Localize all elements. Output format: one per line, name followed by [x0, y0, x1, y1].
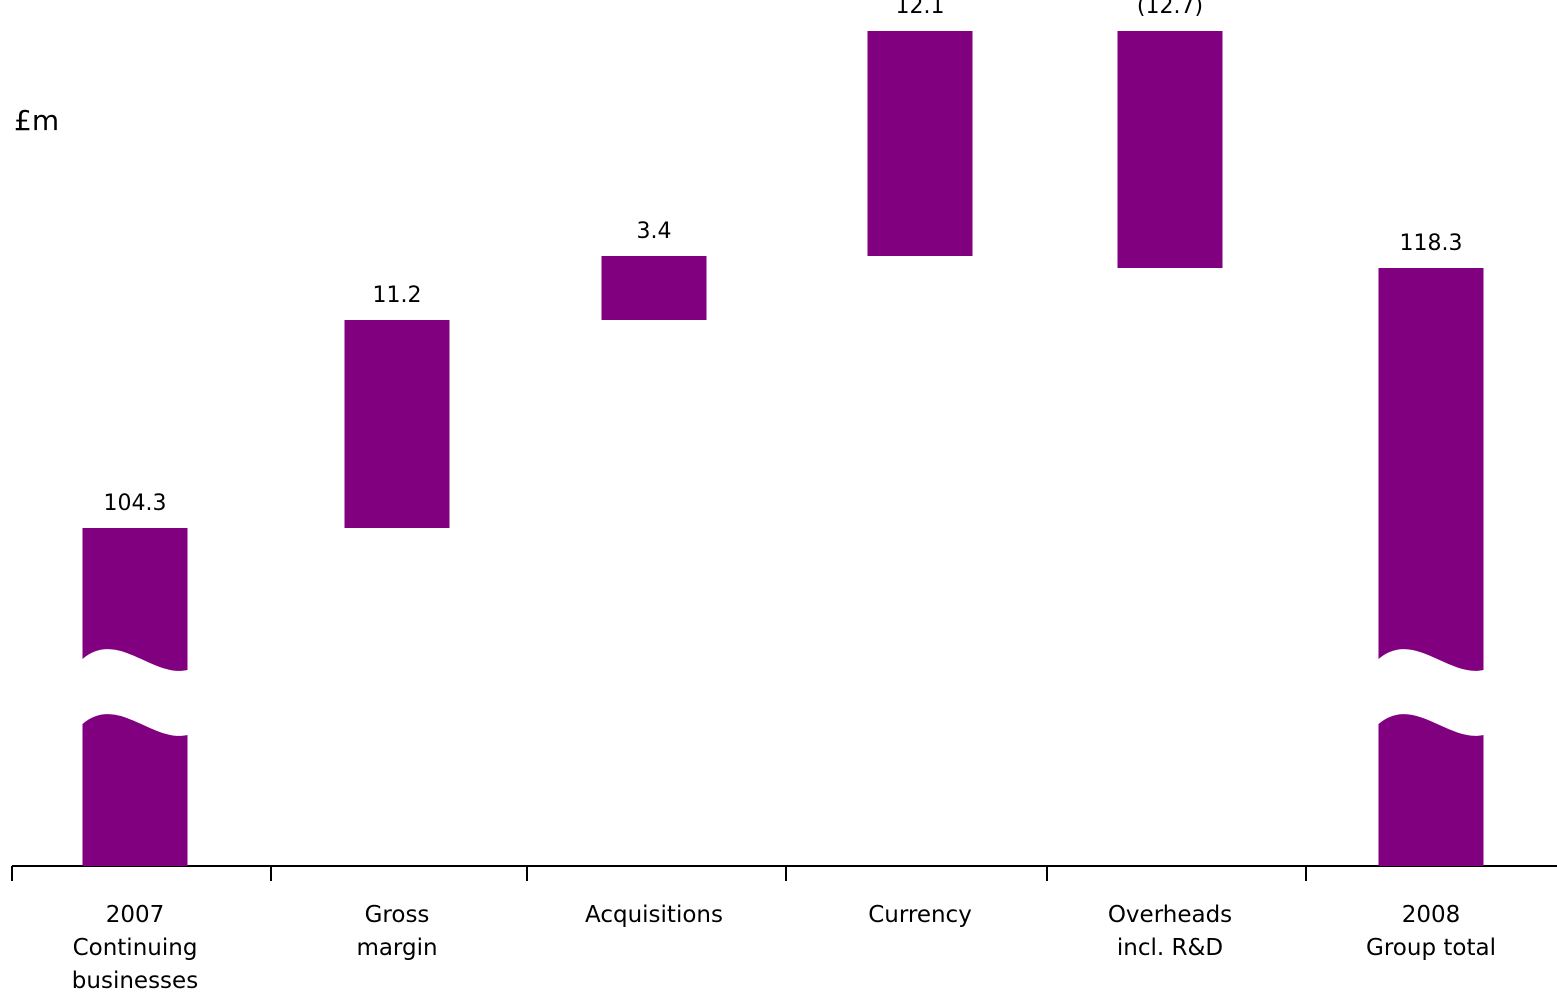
category-label-4-line-0: Overheads: [1108, 902, 1232, 928]
bar-0-lower: [82, 714, 188, 866]
value-label-2: 3.4: [637, 219, 672, 244]
category-label-0-line-0: 2007: [106, 902, 165, 928]
bar-1: [344, 320, 450, 528]
category-label-1-line-0: Gross: [365, 902, 430, 928]
category-label-3-line-0: Currency: [868, 902, 972, 928]
bar-5-lower: [1378, 714, 1484, 866]
bar-5-upper: [1378, 268, 1484, 671]
bar-3: [867, 31, 973, 256]
bar-2: [601, 256, 707, 320]
category-label-0-line-2: businesses: [72, 968, 198, 994]
value-label-3: 12.1: [896, 0, 945, 19]
value-label-5: 118.3: [1400, 231, 1463, 256]
category-label-5-line-0: 2008: [1402, 902, 1461, 928]
category-label-0-line-1: Continuing: [73, 935, 198, 961]
bar-0-upper: [82, 528, 188, 671]
category-label-1-line-1: margin: [356, 935, 437, 961]
category-label-5-line-1: Group total: [1366, 935, 1496, 961]
category-label-4-line-1: incl. R&D: [1117, 935, 1223, 961]
value-label-1: 11.2: [373, 283, 422, 308]
value-label-0: 104.3: [104, 491, 167, 516]
value-label-4: (12.7): [1137, 0, 1203, 19]
unit-label: £m: [14, 104, 60, 137]
bar-4: [1117, 31, 1223, 268]
category-label-2-line-0: Acquisitions: [585, 902, 723, 928]
